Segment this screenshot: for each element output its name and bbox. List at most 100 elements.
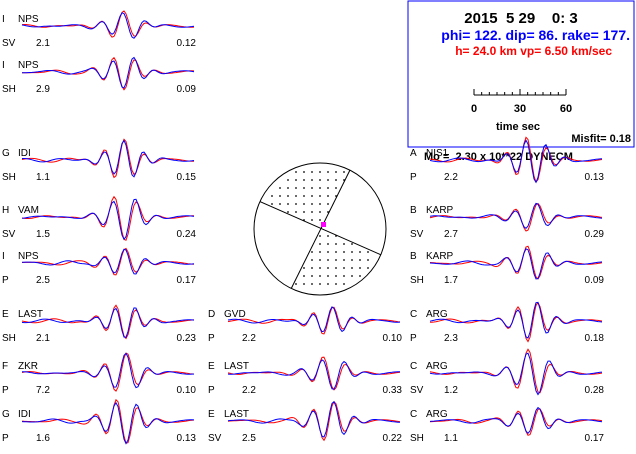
component-label: SH <box>2 333 16 344</box>
variance-ratio: 0.15 <box>177 172 197 183</box>
focal-mechanism-params: phi= 122. dip= 86. rake= 177. <box>441 27 630 43</box>
station-code: I <box>2 60 5 71</box>
beachball-dot <box>327 203 329 205</box>
station-name: IDI <box>18 409 31 420</box>
station-name: IDI <box>18 148 31 159</box>
component-label: SV <box>208 433 222 444</box>
amplitude-value: 2.2 <box>242 333 256 344</box>
station-code: B <box>410 251 417 262</box>
beachball-dot <box>311 195 313 197</box>
event-datetime: 2015 5 29 0: 3 <box>464 10 577 27</box>
beachball-dot <box>335 259 337 261</box>
station-code: C <box>410 361 417 372</box>
beachball-dot <box>343 283 345 285</box>
observed-waveform <box>429 248 603 280</box>
observed-waveform <box>429 139 603 184</box>
beachball-dot <box>311 275 313 277</box>
observed-waveform <box>429 406 603 435</box>
station-code: C <box>410 309 417 320</box>
component-label: SH <box>2 172 16 183</box>
misfit-value: Misfit= 0.18 <box>571 133 631 145</box>
beachball-dot <box>351 251 353 253</box>
trace-panel: I NPS SV 2.1 0.12 <box>2 10 196 49</box>
observed-waveform <box>22 56 195 89</box>
synthetic-waveform <box>21 398 195 444</box>
station-code: E <box>2 309 9 320</box>
beachball-dot <box>351 259 353 261</box>
beachball-dot <box>327 275 329 277</box>
beachball-dot <box>327 235 329 237</box>
beachball-dot <box>359 267 361 269</box>
beachball-outline <box>253 162 387 296</box>
synthetic-waveform <box>429 245 603 280</box>
beachball-dot <box>327 267 329 269</box>
scale-tick-label-0: 0 <box>471 103 477 115</box>
amplitude-value: 1.5 <box>36 229 50 240</box>
beachball-dot <box>311 211 313 213</box>
station-name: LAST <box>224 409 249 420</box>
beachball-dot <box>311 283 313 285</box>
beachball-dot <box>295 171 297 173</box>
station-code: C <box>410 409 417 420</box>
component-label: SH <box>2 84 16 95</box>
amplitude-value: 1.1 <box>36 172 50 183</box>
beachball-dot <box>303 267 305 269</box>
beachball-dot <box>343 267 345 269</box>
trace-panel: B KARP SV 2.7 0.29 <box>410 202 604 240</box>
beachball-dot <box>303 275 305 277</box>
observed-waveform <box>429 202 603 229</box>
variance-ratio: 0.28 <box>585 385 605 396</box>
synthetic-waveform <box>227 400 401 442</box>
beachball-dot <box>335 251 337 253</box>
amplitude-value: 2.2 <box>444 172 458 183</box>
variance-ratio: 0.23 <box>177 333 197 344</box>
trace-panel: B KARP SH 1.7 0.09 <box>410 245 604 286</box>
variance-ratio: 0.18 <box>585 333 605 344</box>
station-code: E <box>208 409 215 420</box>
trace-panel: C ARG SV 1.2 0.28 <box>410 348 605 396</box>
amplitude-value: 1.6 <box>36 433 50 444</box>
station-name: NPS <box>18 60 39 71</box>
station-name: KARP <box>426 251 454 262</box>
beachball-dot <box>311 259 313 261</box>
beachball-dot <box>303 187 305 189</box>
station-code: F <box>2 361 8 372</box>
beachball-dot <box>295 283 297 285</box>
station-name: NPS <box>18 251 39 262</box>
amplitude-value: 2.5 <box>36 275 50 286</box>
beachball-dot <box>327 259 329 261</box>
beachball-dot <box>327 195 329 197</box>
beachball-dot <box>343 275 345 277</box>
trace-panel: F ZKR P 7.2 0.10 <box>2 352 196 396</box>
beachball-dot <box>311 171 313 173</box>
trace-panel: G IDI SH 1.1 0.15 <box>2 138 197 183</box>
beachball-dot <box>279 203 281 205</box>
beachball-dot <box>335 187 337 189</box>
beachball-dot <box>327 243 329 245</box>
beachball-dot <box>319 235 321 237</box>
trace-panel: C ARG P 2.3 0.18 <box>410 301 605 344</box>
observed-waveform <box>227 400 400 438</box>
beachball-dot <box>319 203 321 205</box>
beachball-dot <box>287 211 289 213</box>
station-name: ARG <box>426 409 448 420</box>
beachball-dot <box>343 171 345 173</box>
amplitude-value: 1.2 <box>444 385 458 396</box>
component-label: SV <box>2 229 16 240</box>
station-name: GVD <box>224 309 246 320</box>
beachball-dot <box>295 211 297 213</box>
depth-velocity-params: h= 24.0 km vp= 6.50 km/sec <box>455 44 612 58</box>
component-label: P <box>208 385 215 396</box>
beachball-dot <box>343 259 345 261</box>
station-name: NIS1 <box>426 148 449 159</box>
pressure-axis-marker <box>321 222 326 227</box>
beachball-dot <box>303 211 305 213</box>
amplitude-value: 2.1 <box>36 38 50 49</box>
component-label: P <box>2 275 9 286</box>
beachball-dot <box>287 179 289 181</box>
beachball-dot <box>295 195 297 197</box>
variance-ratio: 0.17 <box>177 275 197 286</box>
station-name: ARG <box>426 309 448 320</box>
observed-waveform <box>21 198 195 241</box>
